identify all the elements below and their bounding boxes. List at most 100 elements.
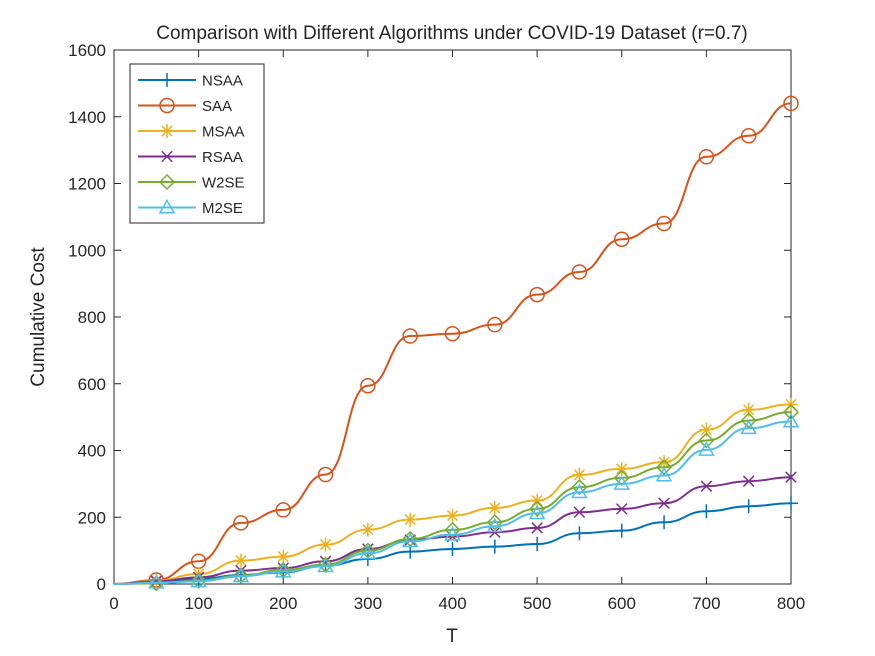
y-tick-label: 1000 xyxy=(68,241,106,260)
data-point-w2se xyxy=(698,432,715,449)
data-point-rsaa xyxy=(785,471,797,483)
data-point-msaa xyxy=(318,537,333,552)
legend-marker xyxy=(160,73,174,87)
data-point-m2se xyxy=(444,526,461,541)
x-tick-label: 100 xyxy=(184,594,212,613)
x-tick-label: 800 xyxy=(777,594,805,613)
x-tick-label: 600 xyxy=(608,594,636,613)
legend-entry: M2SE xyxy=(138,198,243,217)
legend-entry: MSAA xyxy=(138,124,245,141)
y-tick-label: 1600 xyxy=(68,41,106,60)
data-point-saa xyxy=(656,215,672,232)
data-point-m2se xyxy=(782,412,800,428)
y-tick-label: 1200 xyxy=(68,175,106,194)
data-point-m2se xyxy=(401,532,419,548)
legend-label: W2SE xyxy=(202,175,245,192)
x-axis-label: T xyxy=(446,626,458,647)
data-point-nsaa xyxy=(530,536,545,551)
data-point-msaa xyxy=(614,461,629,476)
data-point-msaa xyxy=(487,500,502,515)
data-point-rsaa xyxy=(489,526,501,539)
legend-marker xyxy=(158,198,176,214)
data-point-saa xyxy=(571,264,588,280)
data-point-rsaa xyxy=(150,575,163,588)
legend-marker xyxy=(159,97,175,114)
y-tick-label: 400 xyxy=(78,442,106,461)
series-line-m2se xyxy=(113,420,792,585)
data-point-msaa xyxy=(360,522,375,537)
y-tick-label: 800 xyxy=(78,308,106,327)
data-point-w2se xyxy=(486,514,503,531)
y-axis-label: Cumulative Cost xyxy=(28,247,49,387)
legend-entry: W2SE xyxy=(138,173,245,192)
data-point-nsaa xyxy=(784,496,798,511)
data-point-rsaa xyxy=(573,506,586,519)
data-point-msaa xyxy=(699,422,714,437)
legend-label: MSAA xyxy=(202,124,245,141)
data-point-saa xyxy=(360,378,376,394)
data-point-msaa xyxy=(445,508,460,523)
data-point-w2se xyxy=(444,521,461,538)
legend-marker xyxy=(161,150,173,163)
data-point-saa xyxy=(444,325,461,342)
series-m2se xyxy=(113,412,800,589)
data-point-w2se xyxy=(190,572,207,589)
data-point-saa xyxy=(740,128,757,144)
data-point-saa xyxy=(529,286,545,303)
y-axis: 0 200 400 600 800 1000 1200 1400 1600 xyxy=(68,41,791,594)
data-point-rsaa xyxy=(742,475,755,487)
data-point-m2se xyxy=(698,441,715,456)
data-point-saa xyxy=(275,502,291,518)
data-point-m2se xyxy=(655,467,673,482)
data-point-m2se xyxy=(274,563,292,578)
data-point-w2se xyxy=(571,479,588,496)
data-point-saa xyxy=(614,231,630,247)
series-line-saa xyxy=(113,102,792,585)
data-point-m2se xyxy=(528,504,546,520)
x-tick-label: 300 xyxy=(354,594,382,613)
data-point-m2se xyxy=(571,483,588,499)
legend-label: NSAA xyxy=(202,73,243,90)
data-point-saa xyxy=(317,466,334,483)
data-point-msaa xyxy=(233,553,248,568)
data-point-m2se xyxy=(190,572,207,588)
data-point-nsaa xyxy=(487,539,502,554)
legend-entry: RSAA xyxy=(138,149,243,166)
data-point-m2se xyxy=(148,574,165,589)
data-point-nsaa xyxy=(699,504,714,519)
legend-box xyxy=(129,63,265,224)
data-point-m2se xyxy=(232,567,250,583)
data-point-w2se xyxy=(359,542,376,559)
legend-label: RSAA xyxy=(202,149,243,166)
legend-marker xyxy=(158,173,176,191)
data-point-m2se xyxy=(486,517,504,533)
data-point-rsaa xyxy=(658,497,670,510)
data-point-msaa xyxy=(657,455,672,470)
data-point-saa xyxy=(783,95,799,112)
data-point-w2se xyxy=(529,500,546,517)
data-point-m2se xyxy=(740,419,757,435)
data-point-msaa xyxy=(276,549,291,564)
data-point-saa xyxy=(487,316,503,333)
data-point-rsaa xyxy=(615,503,628,515)
legend: NSAA SAA MSAA RSAA W2SE M2SE xyxy=(129,63,265,224)
x-tick-label: 0 xyxy=(109,594,118,613)
y-tick-label: 1400 xyxy=(68,108,106,127)
x-tick-label: 500 xyxy=(523,594,551,613)
data-point-m2se xyxy=(613,475,631,490)
data-point-m2se xyxy=(317,557,334,573)
data-point-saa xyxy=(233,515,249,531)
legend-entry: SAA xyxy=(138,97,232,115)
data-point-w2se xyxy=(148,575,165,592)
x-tick-label: 400 xyxy=(438,594,466,613)
series-saa xyxy=(113,95,799,588)
legend-label: M2SE xyxy=(202,200,243,217)
series-msaa xyxy=(113,397,798,588)
data-point-w2se xyxy=(232,567,249,584)
data-point-w2se xyxy=(782,404,800,421)
x-tick-label: 700 xyxy=(692,594,720,613)
legend-label: SAA xyxy=(202,98,232,115)
data-point-saa xyxy=(698,149,715,165)
